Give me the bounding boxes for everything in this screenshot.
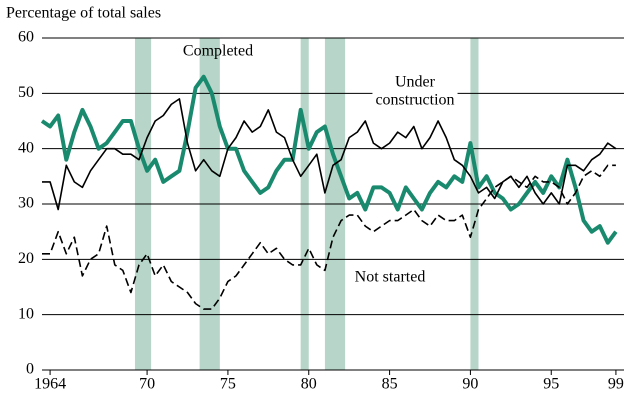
x-tick-label: 70 <box>139 376 155 393</box>
x-tick-label: 80 <box>301 376 317 393</box>
x-tick-label: 95 <box>543 376 559 393</box>
annotation: construction <box>375 92 454 109</box>
y-tick-label: 60 <box>18 29 34 46</box>
series-line <box>42 164 616 310</box>
x-tick-label: 90 <box>462 376 478 393</box>
annotation: Not started <box>355 269 426 286</box>
x-tick-label: 99 <box>608 376 624 393</box>
annotation-bg <box>372 91 458 109</box>
x-tick-label: 1964 <box>34 376 66 393</box>
y-tick-label: 50 <box>18 84 34 101</box>
y-tick-label: 20 <box>18 250 34 267</box>
annotation: Completed <box>183 43 253 60</box>
annotation-bg <box>392 73 439 91</box>
y-tick-label: 10 <box>18 305 34 322</box>
y-axis-label: Percentage of total sales <box>6 5 161 22</box>
y-tick-label: 30 <box>18 195 34 212</box>
series-line <box>42 98 617 211</box>
y-tick-label: 0 <box>26 361 34 378</box>
series-line <box>40 74 618 245</box>
annotation: Under <box>395 74 436 91</box>
x-tick-label: 75 <box>220 376 236 393</box>
y-tick-label: 40 <box>18 139 34 156</box>
x-tick-label: 85 <box>382 376 398 393</box>
